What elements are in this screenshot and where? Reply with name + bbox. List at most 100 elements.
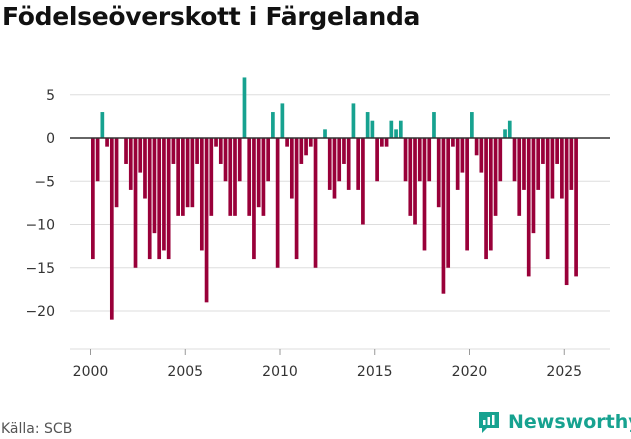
- bar: [451, 138, 455, 147]
- bar: [313, 138, 318, 268]
- bar: [228, 138, 233, 216]
- y-tick-label: −5: [34, 174, 55, 190]
- bar: [550, 138, 555, 199]
- bar: [455, 138, 460, 190]
- bar: [181, 138, 185, 216]
- bar: [252, 138, 256, 260]
- bar: [394, 129, 398, 138]
- bar: [152, 138, 157, 234]
- bar: [569, 138, 574, 190]
- bar: [441, 138, 446, 294]
- bar: [100, 112, 105, 138]
- bar: [536, 138, 541, 190]
- bar: [308, 138, 313, 147]
- bar: [422, 138, 427, 251]
- bar: [209, 138, 214, 216]
- x-tick-label: 2015: [357, 364, 393, 380]
- bar: [408, 138, 413, 216]
- bar: [370, 120, 375, 138]
- bar: [479, 138, 484, 173]
- y-tick-label: −10: [25, 218, 55, 234]
- bar: [166, 138, 171, 260]
- bar: [389, 120, 394, 138]
- bar: [195, 138, 199, 164]
- bar: [147, 138, 152, 260]
- bar: [271, 112, 275, 138]
- bar: [176, 138, 180, 216]
- bar: [223, 138, 228, 182]
- bar: [190, 138, 195, 208]
- newsworthy-logo: Newsworthy: [476, 409, 631, 435]
- bar: [512, 138, 517, 182]
- bar: [332, 138, 337, 199]
- bar: [427, 138, 432, 182]
- bar: [474, 138, 479, 156]
- bar: [564, 138, 569, 286]
- bar: [522, 138, 526, 190]
- bar: [361, 138, 365, 225]
- bar: [143, 138, 147, 199]
- bar: [124, 138, 128, 164]
- bar: [114, 138, 119, 208]
- bar: [517, 138, 522, 216]
- bar: [133, 138, 138, 268]
- bar: [403, 138, 408, 182]
- bar: [214, 138, 218, 147]
- bar: [446, 138, 451, 268]
- bar: [432, 112, 436, 138]
- bar: [280, 103, 285, 138]
- bar: [109, 138, 114, 320]
- bar: [417, 138, 422, 182]
- bar: [503, 129, 507, 138]
- bar: [285, 138, 289, 147]
- bar: [256, 138, 261, 208]
- y-tick-label: −20: [25, 304, 55, 320]
- bar: [541, 138, 545, 164]
- y-tick-label: 5: [46, 88, 55, 104]
- bar: [484, 138, 488, 260]
- bar: [275, 138, 280, 268]
- bar: [351, 103, 356, 138]
- y-tick-label: 0: [46, 131, 55, 147]
- bar-chart: 5 0 −5 −10 −15 −20 2000 2005 2010 2015 2020 2025: [25, 77, 610, 380]
- bar: [342, 138, 346, 164]
- bars: [91, 77, 578, 320]
- brand-name: Newsworthy: [508, 411, 631, 433]
- bar: [266, 138, 271, 182]
- bar: [105, 138, 109, 147]
- chart-title: Födelseöverskott i Färgelanda: [2, 2, 421, 31]
- bar: [574, 138, 578, 277]
- bar: [375, 138, 379, 182]
- axes: 5 0 −5 −10 −15 −20 2000 2005 2010 2015 2020 2025: [25, 88, 610, 380]
- x-tick-label: 2010: [262, 364, 298, 380]
- bar: [526, 138, 531, 277]
- bar: [138, 138, 143, 173]
- bar: [346, 138, 351, 190]
- x-tick-label: 2020: [452, 364, 488, 380]
- bar: [299, 138, 304, 164]
- bar: [204, 138, 209, 303]
- y-tick-label: −15: [25, 261, 55, 277]
- bar: [171, 138, 176, 164]
- bar: [294, 138, 299, 260]
- bar: [261, 138, 266, 216]
- bar: [380, 138, 384, 147]
- bar: [507, 120, 512, 138]
- bar: [323, 129, 327, 138]
- bar: [488, 138, 493, 251]
- bar: [247, 138, 252, 216]
- bar: [199, 138, 204, 251]
- bar: [493, 138, 498, 216]
- bar: [91, 138, 95, 260]
- bar: [413, 138, 417, 225]
- bar: [436, 138, 441, 208]
- bar: [384, 138, 389, 147]
- bar: [560, 138, 564, 199]
- bar: [242, 77, 247, 138]
- bar: [218, 138, 223, 164]
- x-tick-label: 2005: [167, 364, 203, 380]
- bar: [327, 138, 332, 190]
- bar: [498, 138, 503, 182]
- bar: [304, 138, 308, 156]
- bar: [162, 138, 166, 251]
